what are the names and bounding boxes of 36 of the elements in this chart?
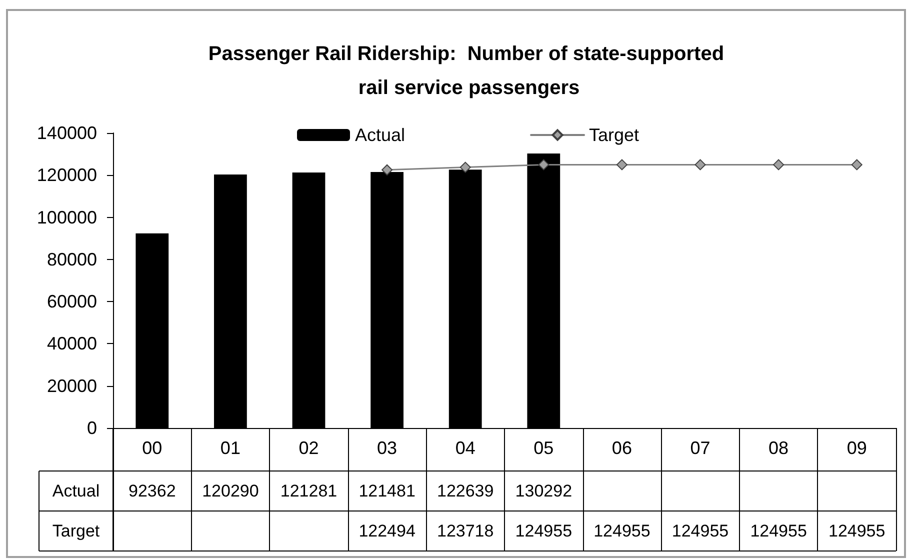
x-tick-label: 02 [298,438,319,458]
x-tick-label: 01 [220,438,240,458]
x-tick-label: 05 [534,438,554,458]
data-label: 121481 [358,482,416,500]
data-label: 122494 [358,522,416,540]
data-label: 124955 [672,522,729,540]
data-label: 130292 [515,482,572,500]
data-label: 124955 [515,522,572,540]
legend-label: Actual [355,125,406,145]
legend-label: Target [589,125,640,145]
text: Actual [52,482,100,500]
data-label: 120290 [202,482,259,500]
y-tick-label: 80000 [46,249,97,270]
data-label: 123718 [436,522,494,540]
data-label: 124955 [594,522,650,540]
y-tick-label: 0 [86,418,97,438]
x-tick-label: 08 [768,438,789,458]
y-tick-label: 140000 [36,123,97,143]
chart-title: Passenger Rail Ridership: Number of state-supported rail service passengers [208,43,730,99]
x-tick-label: 00 [142,438,162,458]
x-tick-label: 04 [455,438,476,458]
x-tick-label: 09 [846,438,867,458]
data-label: 124955 [750,522,807,540]
x-tick-label: 07 [690,438,710,458]
data-label: 124955 [828,522,886,540]
x-tick-label: 03 [377,438,398,458]
y-tick-label: 40000 [46,334,97,354]
y-tick-label: 120000 [36,165,97,186]
text: Target [52,522,100,540]
data-label: 121281 [280,482,338,500]
y-tick-label: 60000 [46,292,97,312]
data-label: 122639 [436,482,494,500]
x-tick-label: 06 [612,438,632,458]
data-label: 92362 [128,482,176,500]
y-tick-label: 20000 [46,376,97,396]
y-tick-label: 100000 [36,207,97,228]
